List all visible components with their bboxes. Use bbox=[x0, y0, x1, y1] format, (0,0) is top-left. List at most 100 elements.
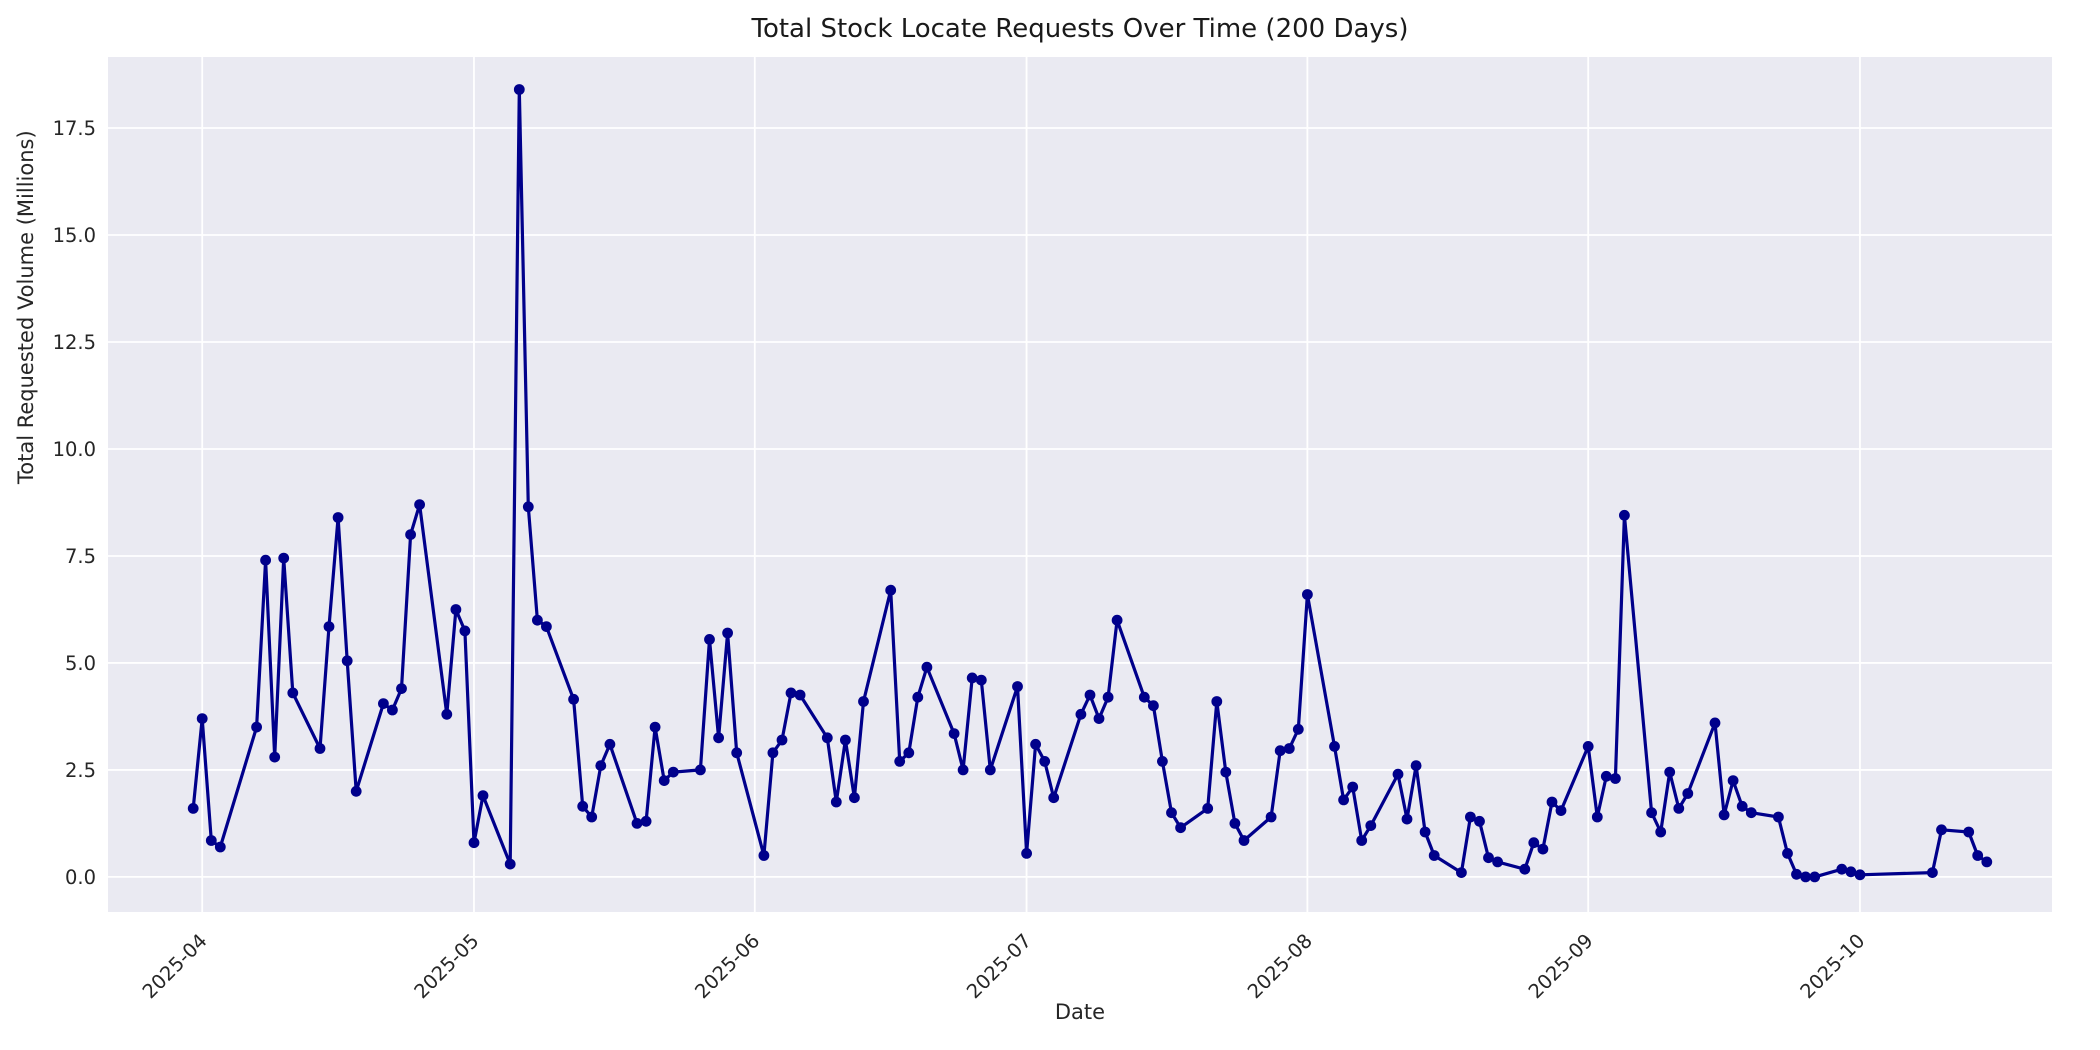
data-point bbox=[1329, 741, 1340, 752]
data-point bbox=[441, 708, 453, 720]
data-point bbox=[251, 721, 262, 733]
data-point bbox=[522, 501, 534, 513]
data-point bbox=[713, 732, 724, 744]
data-point bbox=[1981, 856, 1993, 868]
data-point bbox=[722, 627, 733, 639]
data-point bbox=[948, 728, 960, 739]
data-point bbox=[323, 621, 335, 632]
data-point bbox=[1211, 696, 1223, 707]
data-point bbox=[214, 841, 226, 853]
data-point bbox=[658, 775, 670, 786]
data-point bbox=[894, 756, 906, 767]
data-point bbox=[758, 850, 770, 861]
data-point bbox=[912, 691, 924, 703]
data-point bbox=[849, 792, 860, 804]
data-point bbox=[187, 803, 199, 814]
data-point bbox=[1845, 866, 1857, 878]
data-point bbox=[1265, 811, 1277, 823]
data-point bbox=[577, 800, 589, 812]
data-point bbox=[1646, 807, 1657, 819]
data-point bbox=[468, 837, 480, 849]
svg-text:12.5: 12.5 bbox=[53, 331, 96, 354]
data-point bbox=[1655, 826, 1667, 838]
gridlines bbox=[108, 57, 2052, 912]
data-point bbox=[776, 734, 788, 746]
data-point bbox=[649, 721, 661, 733]
data-point bbox=[966, 672, 978, 684]
data-point bbox=[1365, 820, 1377, 831]
data-point bbox=[1972, 850, 1984, 861]
chart-title: Total Stock Locate Requests Over Time (2… bbox=[751, 14, 1409, 44]
data-point bbox=[1927, 867, 1938, 878]
data-point bbox=[1791, 868, 1802, 880]
data-point bbox=[1238, 835, 1250, 846]
x-axis-label: Date bbox=[1054, 1000, 1106, 1024]
data-point bbox=[1664, 766, 1676, 778]
data-point bbox=[1528, 837, 1540, 849]
svg-text:15.0: 15.0 bbox=[53, 224, 96, 247]
y-tick-labels: 0.0 2.5 5.0 7.5 10.0 12.5 15.0 17.5 bbox=[53, 117, 96, 889]
data-point bbox=[1292, 723, 1304, 735]
data-point bbox=[903, 747, 915, 759]
data-point bbox=[1619, 509, 1630, 521]
data-point bbox=[984, 764, 996, 776]
data-point bbox=[1039, 756, 1051, 767]
data-point bbox=[1854, 869, 1866, 881]
data-point bbox=[513, 84, 525, 95]
data-point bbox=[1709, 717, 1721, 729]
data-point bbox=[1673, 803, 1685, 814]
data-point bbox=[1392, 768, 1404, 780]
data-point bbox=[1682, 788, 1694, 799]
data-point bbox=[1102, 691, 1114, 703]
data-point bbox=[1610, 773, 1621, 784]
data-point bbox=[1030, 738, 1041, 750]
data-point bbox=[1093, 713, 1105, 724]
data-point bbox=[1220, 766, 1232, 778]
data-point bbox=[196, 713, 208, 724]
data-point bbox=[858, 696, 869, 707]
data-point bbox=[695, 764, 706, 776]
data-point bbox=[667, 766, 679, 778]
data-point bbox=[1555, 805, 1567, 816]
data-point bbox=[1483, 852, 1494, 864]
svg-text:2025-06: 2025-06 bbox=[690, 929, 764, 1003]
data-point bbox=[387, 704, 398, 716]
svg-text:2.5: 2.5 bbox=[65, 759, 96, 782]
data-point bbox=[1148, 700, 1159, 712]
data-point bbox=[1745, 807, 1757, 819]
data-point bbox=[1736, 800, 1748, 812]
data-point bbox=[205, 835, 217, 846]
data-point bbox=[1283, 743, 1295, 754]
data-point bbox=[1582, 741, 1594, 752]
svg-text:2025-07: 2025-07 bbox=[962, 929, 1036, 1003]
data-point bbox=[1537, 843, 1549, 855]
data-point bbox=[459, 625, 471, 637]
data-point bbox=[1600, 770, 1612, 782]
data-point bbox=[568, 693, 579, 705]
data-point bbox=[1111, 614, 1123, 626]
data-point bbox=[975, 674, 987, 686]
data-point bbox=[1157, 756, 1168, 767]
data-point bbox=[885, 584, 897, 596]
data-point bbox=[821, 732, 833, 744]
data-point bbox=[414, 499, 425, 510]
svg-text:2025-05: 2025-05 bbox=[410, 929, 484, 1003]
data-point bbox=[785, 687, 797, 699]
data-point bbox=[1356, 835, 1368, 846]
data-point bbox=[1836, 863, 1848, 875]
data-point bbox=[287, 687, 299, 699]
svg-text:5.0: 5.0 bbox=[65, 652, 96, 675]
data-point bbox=[1347, 781, 1359, 793]
data-point bbox=[278, 552, 290, 564]
data-point bbox=[595, 760, 607, 771]
data-point bbox=[1428, 850, 1440, 861]
data-point bbox=[341, 655, 353, 667]
plot-area bbox=[108, 57, 2052, 912]
data-point bbox=[1175, 822, 1186, 834]
data-point bbox=[260, 554, 271, 566]
data-point bbox=[1474, 815, 1485, 827]
data-point bbox=[396, 683, 407, 694]
data-point bbox=[1519, 863, 1531, 875]
data-point bbox=[586, 811, 598, 823]
svg-text:2025-09: 2025-09 bbox=[1524, 929, 1598, 1003]
